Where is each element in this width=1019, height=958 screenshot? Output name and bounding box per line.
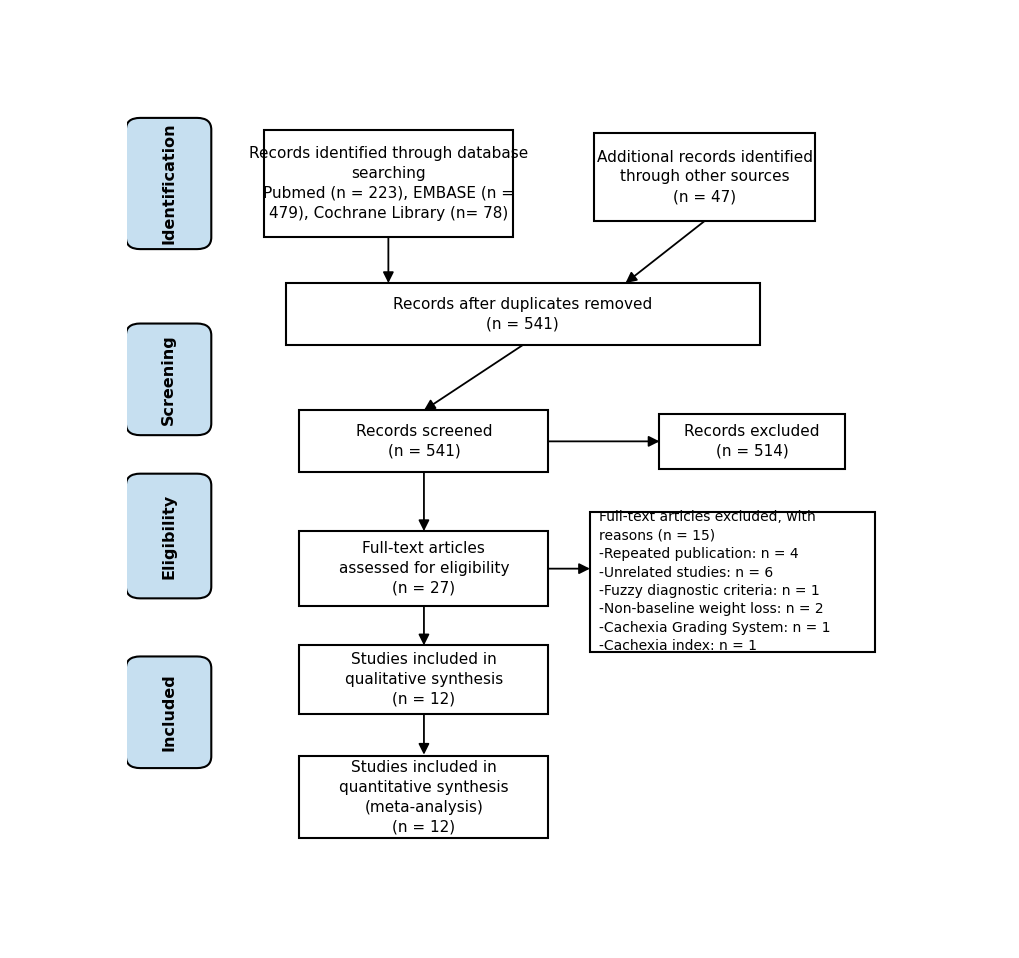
Text: Records screened
(n = 541): Records screened (n = 541) — [356, 424, 492, 459]
Text: Studies included in
quantitative synthesis
(meta-analysis)
(n = 12): Studies included in quantitative synthes… — [338, 760, 508, 834]
Bar — [300, 646, 548, 714]
Text: Studies included in
qualitative synthesis
(n = 12): Studies included in qualitative synthesi… — [344, 652, 502, 707]
Text: Eligibility: Eligibility — [161, 493, 176, 579]
Text: Records identified through database
searching
Pubmed (n = 223), EMBASE (n =
479): Records identified through database sear… — [249, 147, 528, 220]
FancyBboxPatch shape — [125, 656, 211, 768]
Text: Included: Included — [161, 673, 176, 751]
Text: Records excluded
(n = 514): Records excluded (n = 514) — [684, 424, 819, 459]
Bar — [658, 414, 844, 469]
FancyBboxPatch shape — [125, 324, 211, 435]
Bar — [264, 129, 513, 238]
Bar — [300, 756, 548, 838]
Bar — [589, 512, 873, 651]
Text: Additional records identified
through other sources
(n = 47): Additional records identified through ot… — [596, 149, 812, 204]
Text: Full-text articles excluded, with
reasons (n = 15)
-Repeated publication: n = 4
: Full-text articles excluded, with reason… — [599, 511, 830, 653]
Bar — [593, 133, 814, 221]
Bar — [285, 283, 759, 345]
FancyBboxPatch shape — [125, 118, 211, 249]
Text: Full-text articles
assessed for eligibility
(n = 27): Full-text articles assessed for eligibil… — [338, 541, 508, 596]
Text: Identification: Identification — [161, 123, 176, 244]
Text: Records after duplicates removed
(n = 541): Records after duplicates removed (n = 54… — [392, 297, 652, 331]
Bar — [300, 531, 548, 606]
FancyBboxPatch shape — [125, 473, 211, 599]
Text: Screening: Screening — [161, 334, 176, 424]
Bar — [300, 410, 548, 472]
